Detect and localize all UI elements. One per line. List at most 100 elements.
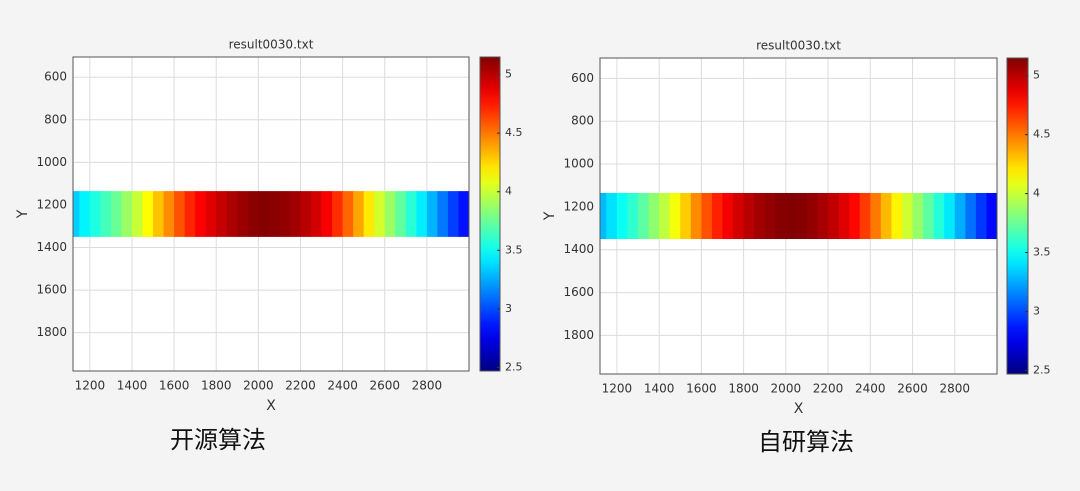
caption: 自研算法 [758, 428, 854, 456]
heat-cell [722, 192, 734, 240]
heat-cell [321, 191, 333, 237]
colorbar-tick-label: 4 [505, 185, 512, 198]
strip [73, 191, 469, 237]
heat-cell [754, 192, 766, 240]
y-axis-label: Y [15, 209, 31, 219]
heat-cell [606, 192, 618, 240]
y-tick-label: 1200 [36, 197, 67, 211]
heat-cell [216, 191, 228, 237]
heat-cell [817, 192, 829, 240]
y-tick-label: 800 [44, 112, 67, 126]
x-tick-label: 1800 [201, 379, 232, 393]
heat-cell [247, 191, 259, 237]
y-tick-label: 800 [571, 114, 594, 128]
heat-cell [279, 191, 291, 237]
x-tick-label: 1400 [644, 382, 675, 396]
colorbar-tick-label: 3.5 [1033, 246, 1051, 259]
heat-cell [395, 191, 407, 237]
heat-cell [954, 192, 966, 240]
heat-cell [384, 191, 396, 237]
x-tick-label: 1400 [117, 379, 148, 393]
y-tick-label: 1600 [563, 285, 594, 299]
x-tick-label: 1200 [75, 379, 106, 393]
x-tick-label: 2200 [813, 382, 844, 396]
axes-frame [599, 57, 998, 375]
heat-cell [701, 192, 713, 240]
heat-cell [733, 192, 745, 240]
colorbar-tick-label: 2.5 [505, 360, 523, 373]
heat-cell [870, 192, 882, 240]
y-tick-label: 1800 [36, 325, 67, 339]
y-tick-label: 600 [44, 70, 67, 84]
caption: 开源算法 [170, 426, 266, 454]
heat-cell [342, 191, 354, 237]
colorbar [1006, 57, 1029, 375]
heat-cell [933, 192, 945, 240]
heat-cell [806, 192, 819, 240]
heat-cell [142, 191, 154, 237]
heat-cell [300, 191, 312, 237]
heat-cell [89, 191, 101, 237]
heat-cell [669, 192, 681, 240]
x-tick-label: 2800 [939, 382, 970, 396]
heat-cell [174, 191, 186, 237]
heat-cell [405, 191, 417, 237]
x-tick-label: 2000 [771, 382, 802, 396]
chart-title: result0030.txt [756, 39, 841, 53]
strip [600, 192, 997, 240]
colorbar-tick-label: 2.5 [1033, 363, 1051, 376]
heat-cell [437, 191, 449, 237]
x-tick-label: 2600 [369, 379, 400, 393]
x-tick-label: 2400 [327, 379, 358, 393]
heat-cell [764, 192, 776, 240]
heat-cell [775, 192, 787, 240]
heat-cell [131, 191, 144, 237]
heat-cell [638, 192, 650, 240]
heat-cell [828, 192, 840, 240]
y-tick-label: 1400 [36, 240, 67, 254]
heat-cell [447, 191, 460, 237]
heat-cell [711, 192, 724, 240]
heat-cell [975, 192, 988, 240]
heat-cell [110, 191, 123, 237]
heat-cell [923, 192, 935, 240]
colorbar [479, 56, 501, 372]
heat-cell [880, 192, 893, 240]
heat-cell [458, 191, 469, 237]
x-tick-label: 1800 [728, 382, 759, 396]
heat-cell [100, 191, 112, 237]
heat-cell [912, 192, 924, 240]
heat-cell [986, 192, 997, 240]
heat-cell [226, 191, 238, 237]
heat-cell [184, 191, 196, 237]
heat-cell [891, 192, 903, 240]
heat-cell [268, 191, 281, 237]
x-tick-label: 2000 [243, 379, 274, 393]
heat-cell [944, 192, 956, 240]
colorbar-tick-label: 3 [1033, 305, 1040, 318]
x-axis-label: X [794, 401, 804, 417]
x-tick-label: 1200 [602, 382, 633, 396]
heat-cell [153, 191, 165, 237]
heat-cell [965, 192, 977, 240]
heat-cell [600, 192, 607, 240]
heat-cell [121, 191, 133, 237]
heat-cell [690, 192, 702, 240]
y-tick-label: 1600 [36, 283, 67, 297]
axes-frame [72, 56, 470, 372]
heat-cell [332, 191, 344, 237]
heat-cell [648, 192, 660, 240]
heat-cell [195, 191, 207, 237]
colorbar-tick-label: 3 [505, 302, 512, 315]
heat-cell [163, 191, 175, 237]
x-tick-label: 2800 [412, 379, 443, 393]
y-axis-label: Y [542, 211, 558, 221]
heat-cell [237, 191, 249, 237]
x-axis-label: X [266, 398, 276, 414]
colorbar-tick-label: 4.5 [1033, 128, 1051, 141]
heat-cell [205, 191, 217, 237]
heat-cell [901, 192, 914, 240]
chart-title: result0030.txt [229, 38, 314, 52]
heat-cell [374, 191, 386, 237]
y-tick-label: 1400 [563, 242, 594, 256]
